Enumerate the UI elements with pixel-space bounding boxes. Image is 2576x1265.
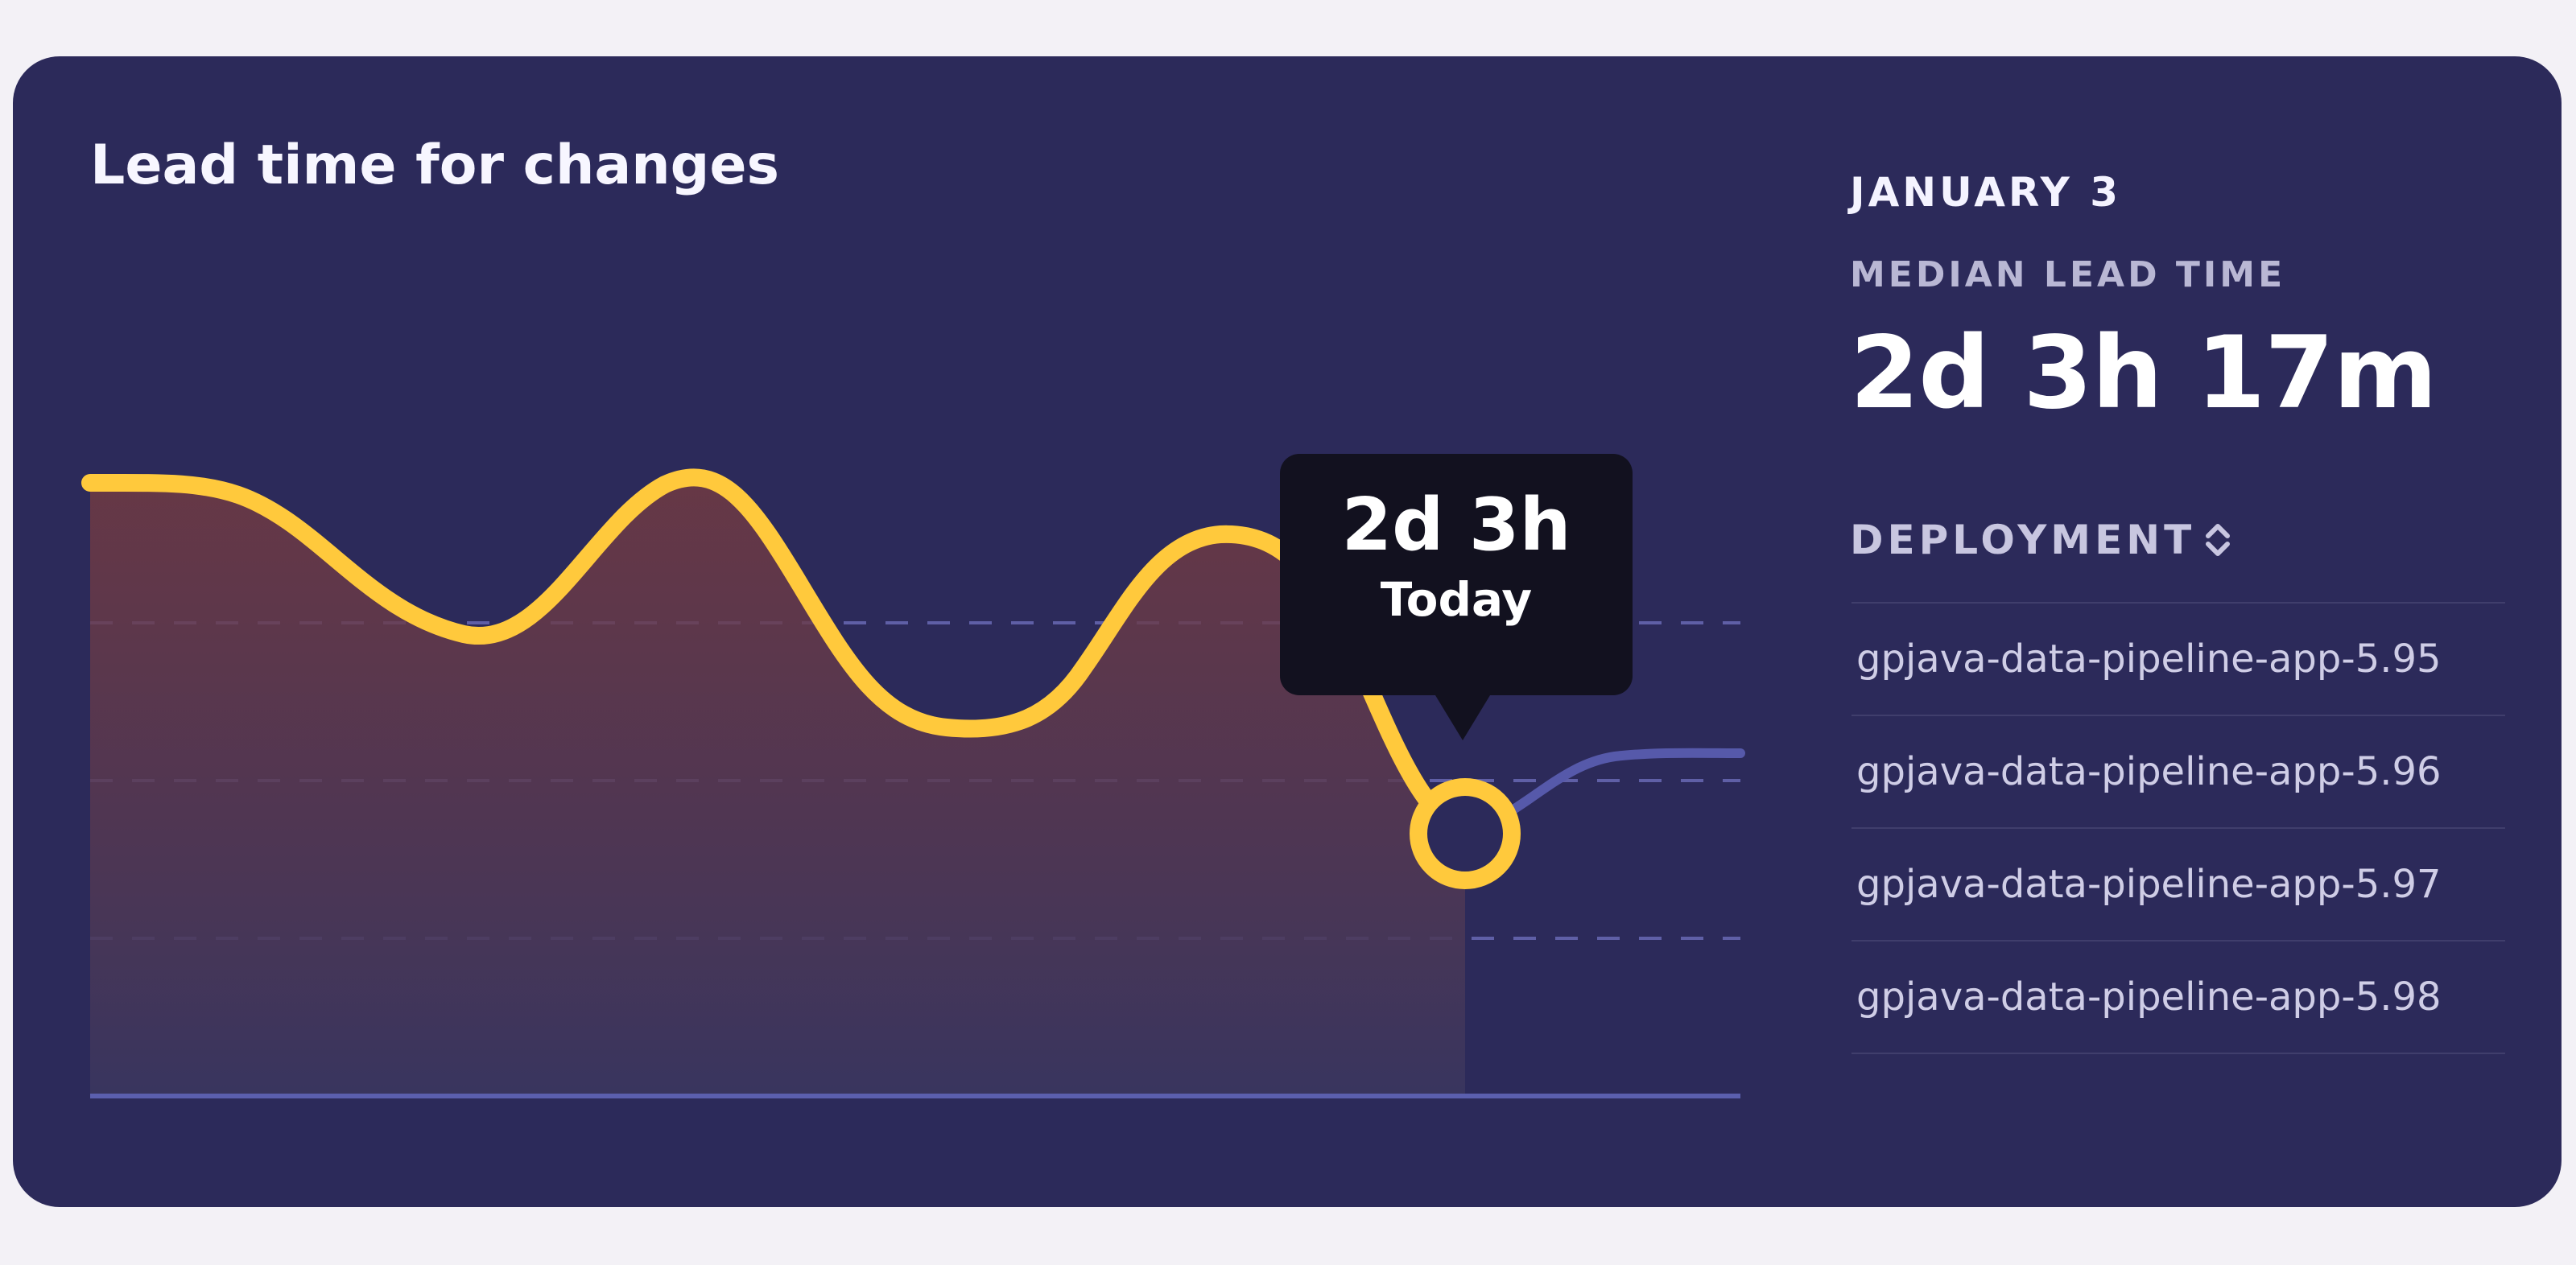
highlight-point[interactable] bbox=[1410, 778, 1521, 889]
deployment-item[interactable]: gpjava-data-pipeline-app-5.98 bbox=[1852, 942, 2505, 1054]
deployment-list: gpjava-data-pipeline-app-5.95 gpjava-dat… bbox=[1852, 602, 2505, 1054]
deployment-header-label: DEPLOYMENT bbox=[1850, 517, 2196, 563]
area-fill bbox=[90, 477, 1465, 1094]
metric-value: 2d 3h 17m bbox=[1850, 315, 2438, 431]
deployment-sort-header[interactable]: DEPLOYMENT bbox=[1850, 512, 2234, 568]
tooltip-value: 2d 3h bbox=[1341, 483, 1571, 567]
deployment-item[interactable]: gpjava-data-pipeline-app-5.96 bbox=[1852, 716, 2505, 829]
sort-updown-icon bbox=[2206, 524, 2231, 556]
deployment-item[interactable]: gpjava-data-pipeline-app-5.95 bbox=[1852, 604, 2505, 716]
card-title: Lead time for changes bbox=[90, 134, 779, 197]
tooltip-label: Today bbox=[1380, 572, 1533, 627]
lead-time-chart bbox=[81, 468, 1745, 1098]
selected-date: JANUARY 3 bbox=[1850, 169, 2122, 216]
lead-time-card: Lead time for changes 2d 3h Today JANUAR… bbox=[13, 56, 2562, 1207]
metric-label: MEDIAN LEAD TIME bbox=[1850, 254, 2286, 295]
deployment-item[interactable]: gpjava-data-pipeline-app-5.97 bbox=[1852, 829, 2505, 942]
chart-tooltip: 2d 3h Today bbox=[1280, 454, 1633, 740]
